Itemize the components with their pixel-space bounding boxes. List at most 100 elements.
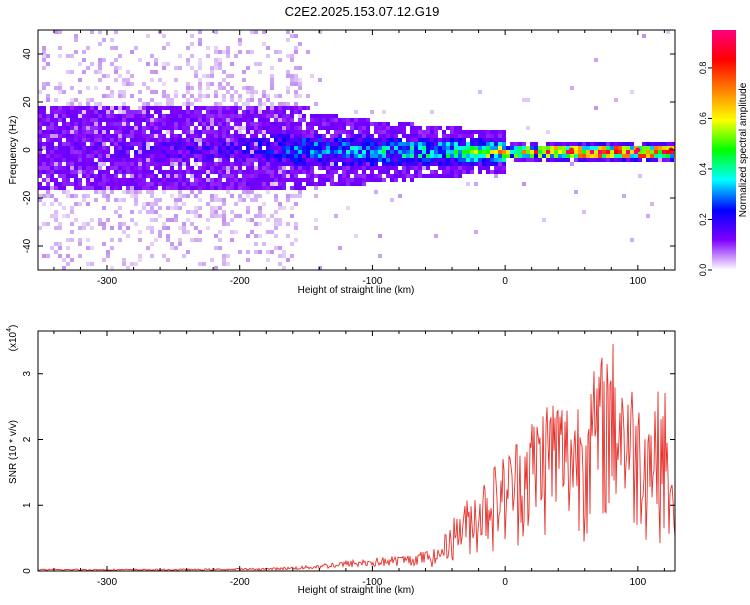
heatmap-cell <box>262 178 266 182</box>
heatmap-cell <box>114 158 118 162</box>
heatmap-cell <box>274 186 278 190</box>
heatmap-cell <box>298 122 302 126</box>
heatmap-cell <box>426 126 430 130</box>
heatmap-cell <box>354 158 358 162</box>
heatmap-cell <box>306 178 310 182</box>
heatmap-cell <box>262 158 266 162</box>
heatmap-cell <box>282 146 286 150</box>
heatmap-cell <box>382 130 386 134</box>
heatmap-cell <box>214 146 218 150</box>
heatmap-cell <box>214 162 218 166</box>
heatmap-cell <box>222 166 226 170</box>
heatmap-cell <box>342 122 346 126</box>
heatmap-cell <box>242 198 246 202</box>
heatmap-cell <box>486 138 490 142</box>
heatmap-cell <box>222 254 226 258</box>
heatmap-cell <box>62 186 66 190</box>
heatmap-cell <box>78 110 82 114</box>
heatmap-cell <box>486 162 490 166</box>
heatmap-cell <box>206 154 210 158</box>
heatmap-cell <box>154 134 158 138</box>
heatmap-cell <box>86 110 90 114</box>
heatmap-cell <box>330 138 334 142</box>
heatmap-cell <box>378 234 382 238</box>
heatmap-cell <box>462 158 466 162</box>
heatmap-cell <box>202 162 206 166</box>
heatmap-cell <box>62 206 66 210</box>
heatmap-cell <box>258 150 262 154</box>
heatmap-cell <box>302 142 306 146</box>
heatmap-cell <box>298 110 302 114</box>
heatmap-cell <box>178 190 182 194</box>
heatmap-cell <box>150 130 154 134</box>
heatmap-cell <box>266 166 270 170</box>
heatmap-cell <box>74 166 78 170</box>
heatmap-cell <box>294 142 298 146</box>
heatmap-cell <box>558 158 562 162</box>
heatmap-cell <box>458 158 462 162</box>
heatmap-cell <box>226 138 230 142</box>
heatmap-cell <box>198 166 202 170</box>
heatmap-cell <box>338 158 342 162</box>
x-tick-label: -100 <box>362 577 382 588</box>
heatmap-cell <box>290 206 294 210</box>
heatmap-cell <box>198 130 202 134</box>
heatmap-cell <box>66 110 70 114</box>
heatmap-cell <box>242 154 246 158</box>
heatmap-cell <box>54 98 58 102</box>
heatmap-cell <box>50 174 54 178</box>
heatmap-cell <box>54 178 58 182</box>
heatmap-cell <box>430 158 434 162</box>
heatmap-cell <box>178 158 182 162</box>
heatmap-cell <box>154 182 158 186</box>
heatmap-cell <box>118 166 122 170</box>
heatmap-cell <box>358 146 362 150</box>
heatmap-cell <box>206 150 210 154</box>
heatmap-cell <box>38 114 42 118</box>
heatmap-cell <box>530 150 534 154</box>
heatmap-cell <box>74 158 78 162</box>
heatmap-cell <box>54 210 58 214</box>
heatmap-cell <box>410 138 414 142</box>
heatmap-cell <box>498 130 502 134</box>
heatmap-cell <box>218 126 222 130</box>
heatmap-cell <box>90 218 94 222</box>
heatmap-cell <box>310 114 314 118</box>
heatmap-cell <box>310 174 314 178</box>
heatmap-cell <box>458 126 462 130</box>
heatmap-cell <box>46 98 50 102</box>
heatmap-cell <box>86 130 90 134</box>
heatmap-cell <box>526 154 530 158</box>
heatmap-cell <box>594 158 598 162</box>
heatmap-cell <box>118 126 122 130</box>
heatmap-cell <box>38 158 42 162</box>
heatmap-cell <box>386 170 390 174</box>
heatmap-cell <box>274 226 278 230</box>
heatmap-cell <box>98 42 102 46</box>
heatmap-cell <box>194 158 198 162</box>
heatmap-cell <box>222 70 226 74</box>
heatmap-cell <box>102 146 106 150</box>
heatmap-cell <box>58 226 62 230</box>
heatmap-cell <box>482 146 486 150</box>
heatmap-cell <box>614 158 618 162</box>
heatmap-cell <box>66 262 70 266</box>
heatmap-cell <box>58 86 62 90</box>
heatmap-cell <box>294 126 298 130</box>
heatmap-cell <box>250 198 254 202</box>
heatmap-cell <box>402 134 406 138</box>
heatmap-cell <box>466 154 470 158</box>
heatmap-cell <box>314 154 318 158</box>
heatmap-cell <box>286 122 290 126</box>
heatmap-cell <box>194 70 198 74</box>
heatmap-cell <box>534 146 538 150</box>
heatmap-cell <box>566 158 570 162</box>
heatmap-cell <box>618 158 622 162</box>
heatmap-cell <box>182 130 186 134</box>
heatmap-cell <box>414 142 418 146</box>
heatmap-cell <box>42 110 46 114</box>
heatmap-cell <box>298 106 302 110</box>
heatmap-cell <box>282 102 286 106</box>
heatmap-cell <box>614 154 618 158</box>
heatmap-cell <box>362 126 366 130</box>
